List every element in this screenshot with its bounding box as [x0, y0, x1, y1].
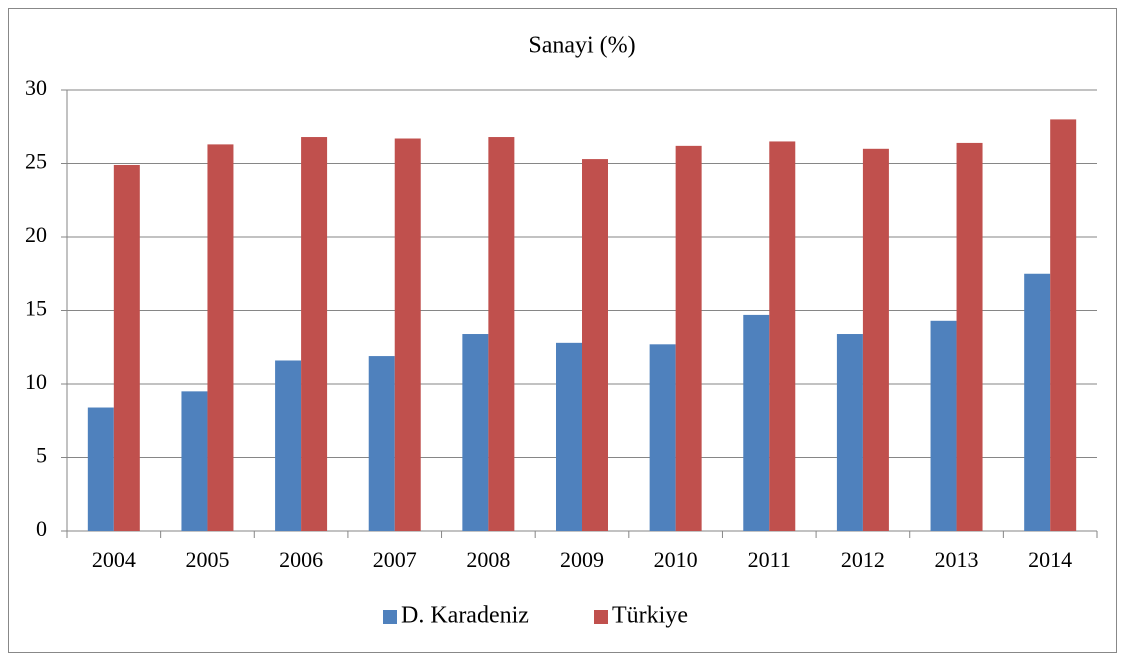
y-tick-label: 10 [25, 369, 47, 394]
x-tick-label: 2007 [373, 547, 417, 572]
bar [675, 145, 702, 532]
chart-title: Sanayi (%) [528, 33, 635, 59]
legend-label: D. Karadeniz [401, 603, 529, 629]
bar [301, 137, 328, 532]
bar [649, 344, 676, 531]
bar [1050, 119, 1077, 532]
x-tick-label: 2004 [92, 547, 136, 572]
y-tick-label: 30 [25, 75, 47, 100]
bar [1024, 273, 1051, 531]
bar [862, 148, 889, 532]
y-tick-label: 20 [25, 222, 47, 247]
x-tick-label: 2012 [841, 547, 885, 572]
y-tick-label: 0 [36, 516, 47, 541]
bar [394, 138, 421, 531]
bar [556, 342, 582, 531]
bar [743, 314, 770, 531]
x-tick-label: 2008 [466, 547, 510, 572]
x-tick-label: 2006 [279, 547, 323, 572]
bar [930, 320, 957, 531]
x-tick-label: 2014 [1028, 547, 1072, 572]
bar [769, 141, 796, 531]
legend-label: Türkiye [612, 603, 688, 629]
bar [836, 334, 863, 531]
bar [462, 334, 489, 531]
bar [207, 144, 234, 531]
bar [87, 407, 114, 531]
x-tick-label: 2010 [654, 547, 698, 572]
bar [582, 159, 608, 531]
x-tick-label: 2009 [560, 547, 604, 572]
legend-swatch [383, 610, 397, 624]
bar [181, 391, 208, 531]
y-tick-label: 15 [25, 296, 47, 321]
x-tick-label: 2013 [935, 547, 979, 572]
legend-swatch [594, 610, 608, 624]
bar [956, 142, 983, 532]
x-tick-label: 2005 [185, 547, 229, 572]
bar [275, 360, 302, 531]
bar [368, 356, 395, 531]
x-tick-label: 2011 [748, 547, 791, 572]
y-tick-label: 5 [36, 443, 47, 468]
bar [113, 164, 140, 531]
bar [488, 137, 515, 532]
y-tick-label: 25 [25, 149, 47, 174]
